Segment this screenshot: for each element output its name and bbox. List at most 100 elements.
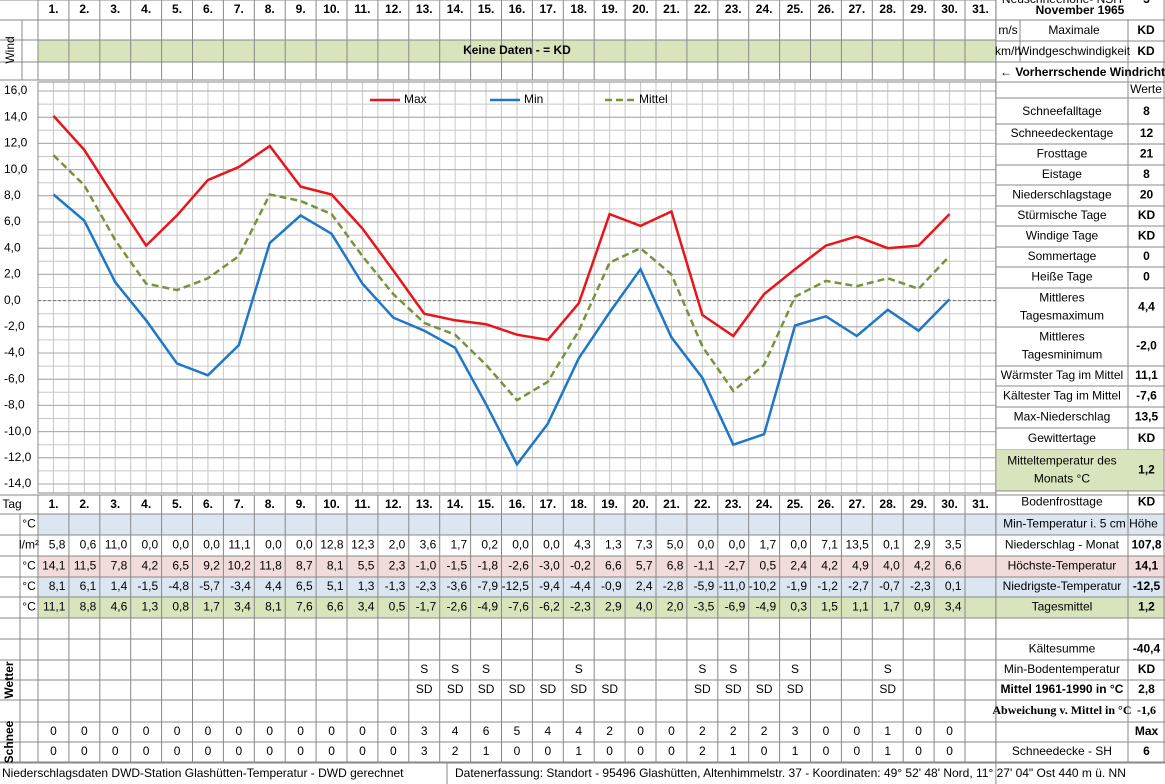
snow-label: Schnee — [2, 720, 16, 763]
day-header: 5. — [172, 497, 182, 511]
day-header: 28. — [879, 497, 896, 511]
stats-value: -2,0 — [1136, 339, 1157, 353]
day-header: 7. — [234, 497, 244, 511]
day-header: 31. — [972, 497, 989, 511]
day-header: 4. — [141, 2, 151, 16]
row-bg — [38, 556, 996, 577]
snow-value: 0 — [946, 724, 953, 738]
row-total: 14,1 — [1135, 559, 1159, 573]
weather-code: S — [729, 662, 737, 676]
stats-bg — [996, 450, 1164, 491]
day-header: 27. — [849, 497, 866, 511]
day-header: 22. — [694, 2, 711, 16]
stats-value: 0 — [1143, 270, 1150, 284]
cell-value: 6,8 — [667, 559, 684, 573]
weather-code: S — [420, 662, 428, 676]
day-header: 25. — [787, 2, 804, 16]
stats-label: Mitteltemperatur des — [1007, 454, 1116, 468]
cell-value: 6,1 — [80, 579, 97, 593]
stats-label: Wärmster Tag im Mittel — [1001, 368, 1123, 382]
y-tick-label: -6,0 — [4, 371, 25, 385]
cell-value: 11,5 — [74, 559, 97, 573]
cell-value: 2,3 — [389, 559, 406, 573]
day-header: 3. — [110, 497, 120, 511]
day-header: 12. — [385, 2, 402, 16]
snow-value: 0 — [390, 744, 397, 758]
y-tick-label: 8,0 — [4, 188, 21, 202]
snow-value: 0 — [236, 744, 243, 758]
cell-value: 4,2 — [141, 559, 158, 573]
weather-code: SD — [540, 682, 557, 696]
weather-code: SD — [601, 682, 618, 696]
cell-value: 0,5 — [389, 600, 406, 614]
day-header: 10. — [323, 2, 340, 16]
cell-value: 6,6 — [605, 559, 622, 573]
cell-value: -0,2 — [570, 559, 591, 573]
legend-label: Max — [404, 92, 427, 106]
cell-value: 11,1 — [43, 600, 66, 614]
snow-value: 0 — [328, 724, 335, 738]
weather-code: SD — [416, 682, 433, 696]
day-header: 17. — [540, 2, 557, 16]
snow-value: 0 — [823, 744, 830, 758]
summary-value: 2,8 — [1138, 682, 1155, 696]
y-tick-label: 14,0 — [4, 109, 28, 123]
weather-code: S — [698, 662, 706, 676]
stats-label: Schneedeckentage — [1011, 126, 1114, 140]
wind-unit: m/s — [998, 23, 1017, 37]
wind-max-label: Maximale — [1048, 23, 1100, 37]
cell-value: 5,1 — [327, 579, 344, 593]
cell-value: -3,4 — [230, 579, 251, 593]
snow-value: 0 — [236, 724, 243, 738]
day-header: 17. — [540, 497, 557, 511]
day-header: 30. — [941, 2, 958, 16]
snow-value: 0 — [637, 724, 644, 738]
stats-label: Monats °C — [1034, 472, 1090, 486]
y-tick-label: 2,0 — [4, 267, 21, 281]
day-header: 3. — [110, 2, 120, 16]
cell-value: -6,9 — [725, 600, 746, 614]
snow-value: 0 — [143, 724, 150, 738]
cell-value: 7,3 — [636, 538, 653, 552]
cell-value: 6,6 — [945, 559, 962, 573]
weather-code: SD — [725, 682, 742, 696]
cell-value: -12,5 — [502, 579, 530, 593]
snow-value: 0 — [915, 744, 922, 758]
cell-value: -2,3 — [416, 579, 437, 593]
cell-value: 6,5 — [296, 579, 313, 593]
cell-value: -1,5 — [446, 559, 467, 573]
snow-value: 0 — [143, 744, 150, 758]
cell-value: 1,1 — [852, 600, 869, 614]
cell-value: -2,6 — [508, 559, 529, 573]
snow-value: 0 — [854, 724, 861, 738]
cell-value: 1,3 — [358, 579, 375, 593]
cell-value: 5,8 — [49, 538, 66, 552]
cell-value: -1,2 — [817, 579, 838, 593]
cell-value: 0,0 — [265, 538, 282, 552]
day-header: 23. — [725, 497, 742, 511]
cell-value: 0,0 — [512, 538, 529, 552]
summary-label: Neuschneehöhe- NSH — [1002, 0, 1122, 6]
snow-value: 2 — [730, 724, 737, 738]
day-header: 19. — [601, 2, 618, 16]
cell-value: 0,0 — [141, 538, 158, 552]
snow-value: 6 — [483, 724, 490, 738]
snow-value: 0 — [50, 744, 57, 758]
cell-value: 13,5 — [845, 538, 869, 552]
cell-value: 0,1 — [883, 538, 900, 552]
cell-value: 6,5 — [172, 559, 189, 573]
cell-value: -2,3 — [570, 600, 591, 614]
cell-value: 2,4 — [790, 559, 807, 573]
cell-value: 7,1 — [821, 538, 838, 552]
day-header: 11. — [354, 2, 370, 16]
cell-value: 2,9 — [605, 600, 622, 614]
day-header: 30. — [941, 497, 958, 511]
cell-value: 8,7 — [296, 559, 313, 573]
snow-value: 1 — [792, 744, 799, 758]
cell-value: -1,0 — [416, 559, 437, 573]
cell-value: 5,5 — [358, 559, 375, 573]
wind-value: KD — [1137, 44, 1155, 58]
cell-value: 1,7 — [883, 600, 900, 614]
stats-label: Stürmische Tage — [1017, 208, 1106, 222]
day-header: 21. — [663, 2, 680, 16]
